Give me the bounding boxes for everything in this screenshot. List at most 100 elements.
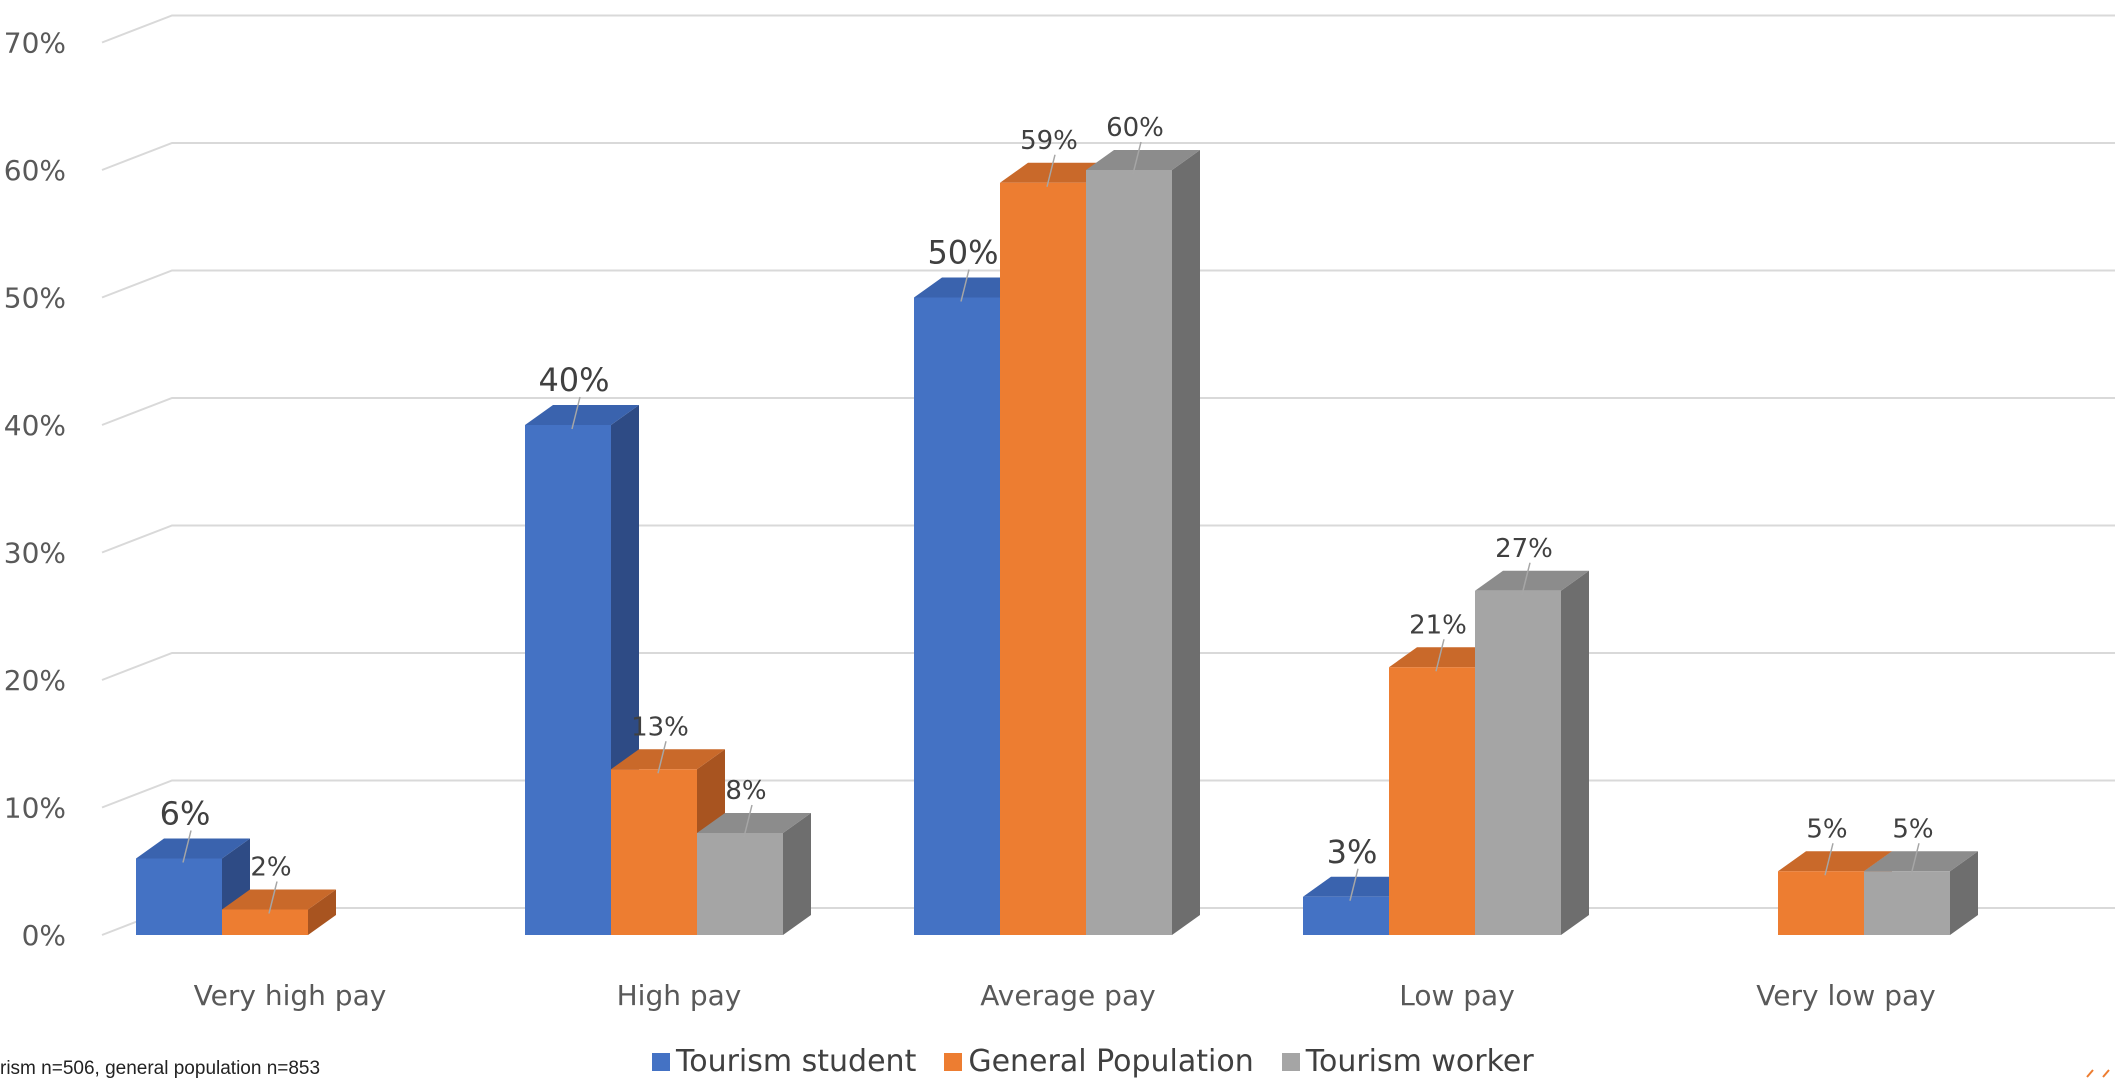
legend-label-tourism-student: Tourism student bbox=[676, 1044, 917, 1079]
bar-side bbox=[783, 813, 811, 935]
y-tick-label: 40% bbox=[4, 409, 66, 442]
data-label: 3% bbox=[1327, 833, 1378, 871]
bar-tourism-worker-low-pay bbox=[1475, 570, 1589, 935]
data-label-leader bbox=[1824, 843, 1834, 876]
gridline bbox=[101, 397, 2115, 426]
bar-side bbox=[1172, 150, 1200, 935]
data-label-leader bbox=[1521, 562, 1531, 595]
data-label: 60% bbox=[1106, 113, 1164, 143]
x-tick-label: Average pay bbox=[980, 979, 1155, 1012]
data-label: 8% bbox=[725, 776, 766, 806]
legend-label-general-population: General Population bbox=[968, 1044, 1254, 1079]
bar-tourism-worker-very-low-pay bbox=[1864, 851, 1978, 935]
data-label: 5% bbox=[1892, 814, 1933, 844]
legend-swatch-tourism-worker bbox=[1281, 1052, 1300, 1071]
sample-size-footnote: rism n=506, general population n=853 bbox=[0, 1058, 321, 1079]
data-label: 2% bbox=[250, 853, 291, 883]
legend-item-general-population: General Population bbox=[944, 1044, 1254, 1079]
legend-item-tourism-student: Tourism student bbox=[652, 1044, 916, 1079]
bar-top bbox=[1000, 162, 1114, 183]
bar-side bbox=[1561, 570, 1589, 935]
x-tick-label: High pay bbox=[617, 979, 742, 1012]
bar-side bbox=[308, 889, 336, 935]
bar-tourism-worker-average-pay bbox=[1086, 150, 1200, 935]
bar-front bbox=[1864, 871, 1950, 935]
data-label-leader bbox=[1046, 154, 1056, 187]
bar-top bbox=[914, 277, 1028, 298]
bar-top bbox=[222, 889, 336, 910]
bar-front bbox=[1389, 667, 1475, 935]
bar-top bbox=[697, 813, 811, 833]
legend: Tourism student General Population Touri… bbox=[652, 1044, 1534, 1079]
y-tick-label: 50% bbox=[4, 282, 66, 315]
y-tick-label: 0% bbox=[22, 919, 66, 952]
bar-front bbox=[1475, 590, 1561, 935]
data-label: 27% bbox=[1495, 534, 1553, 564]
legend-swatch-tourism-student bbox=[652, 1052, 670, 1071]
data-label-leader bbox=[960, 269, 970, 302]
legend-item-tourism-worker: Tourism worker bbox=[1281, 1044, 1534, 1079]
data-label: 59% bbox=[1020, 126, 1078, 156]
bar-front bbox=[611, 769, 697, 935]
gridline bbox=[101, 14, 2115, 44]
data-label-leader bbox=[1435, 639, 1445, 672]
bar-front bbox=[914, 297, 1000, 935]
bar-side bbox=[1950, 851, 1978, 935]
bars bbox=[136, 150, 1978, 935]
data-labels: 6% 2% 40% 13% 8% 50% 59% 60% 3% 21% 27% 5% 5% bbox=[160, 113, 1934, 914]
bar-top bbox=[136, 838, 250, 859]
bar-tourism-student-very-high-pay bbox=[136, 838, 250, 935]
data-label-leader bbox=[1910, 843, 1920, 876]
bar-top bbox=[525, 405, 639, 425]
gridline bbox=[101, 269, 2115, 299]
bar-top bbox=[1086, 150, 1200, 170]
data-label-leader bbox=[182, 830, 192, 863]
bar-top bbox=[611, 749, 725, 770]
bar-top bbox=[1303, 876, 1417, 897]
bar-front bbox=[697, 833, 783, 935]
bar-top bbox=[1475, 570, 1589, 591]
gridline bbox=[101, 524, 2115, 554]
bar-front bbox=[1303, 896, 1389, 935]
data-label: 6% bbox=[160, 795, 211, 833]
bar-tourism-worker-high-pay bbox=[697, 813, 811, 935]
y-tick-label: 20% bbox=[4, 664, 66, 697]
data-label: 40% bbox=[538, 361, 609, 399]
data-label-leader bbox=[743, 804, 753, 838]
y-tick-label: 70% bbox=[4, 27, 66, 60]
data-label: 50% bbox=[927, 234, 998, 272]
y-tick-label: 60% bbox=[4, 154, 66, 187]
legend-label-tourism-worker: Tourism worker bbox=[1305, 1044, 1534, 1079]
data-label: 5% bbox=[1806, 814, 1847, 844]
gridline bbox=[101, 142, 2115, 171]
data-label: 21% bbox=[1409, 610, 1467, 640]
bar-front bbox=[222, 909, 308, 935]
y-tick-label: 10% bbox=[4, 792, 66, 825]
corner-mark-icon bbox=[2086, 1069, 2110, 1078]
bar-front bbox=[1778, 871, 1864, 935]
x-tick-label: Very high pay bbox=[194, 979, 387, 1012]
data-label: 13% bbox=[631, 712, 689, 742]
x-tick-label: Very low pay bbox=[1756, 979, 1935, 1012]
data-label-leader bbox=[657, 741, 667, 774]
bar-top bbox=[1778, 851, 1892, 872]
bar-front bbox=[525, 425, 611, 935]
data-label-leader bbox=[571, 396, 581, 430]
y-axis: 0% 10% 20% 30% 40% 50% 60% 70% bbox=[4, 27, 66, 953]
bar-general-population-very-high-pay bbox=[222, 889, 336, 935]
data-label-leader bbox=[1132, 141, 1142, 175]
gridlines bbox=[101, 14, 2115, 936]
bar-top bbox=[1389, 647, 1503, 668]
bar-front bbox=[1000, 182, 1086, 935]
data-label-leader bbox=[1349, 868, 1359, 901]
bar-top bbox=[1864, 851, 1978, 872]
bar-front bbox=[136, 858, 222, 935]
y-tick-label: 30% bbox=[4, 537, 66, 570]
data-label-leader bbox=[268, 881, 278, 914]
bar-front bbox=[1086, 170, 1172, 935]
x-tick-label: Low pay bbox=[1399, 979, 1515, 1012]
x-axis: Very high pay High pay Average pay Low pay V… bbox=[194, 979, 1936, 1012]
legend-swatch-general-population bbox=[944, 1052, 963, 1071]
